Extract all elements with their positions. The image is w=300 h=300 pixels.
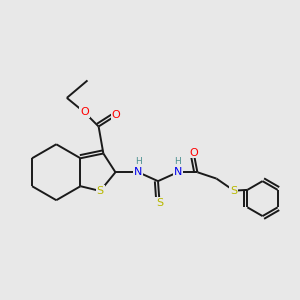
Text: S: S (230, 186, 238, 196)
Text: S: S (156, 198, 163, 208)
Text: S: S (97, 186, 104, 196)
Text: N: N (134, 167, 142, 177)
Text: H: H (135, 157, 142, 166)
Text: O: O (80, 107, 89, 117)
Text: N: N (173, 167, 182, 177)
Text: O: O (112, 110, 121, 120)
Text: O: O (189, 148, 198, 158)
Text: H: H (174, 157, 181, 166)
